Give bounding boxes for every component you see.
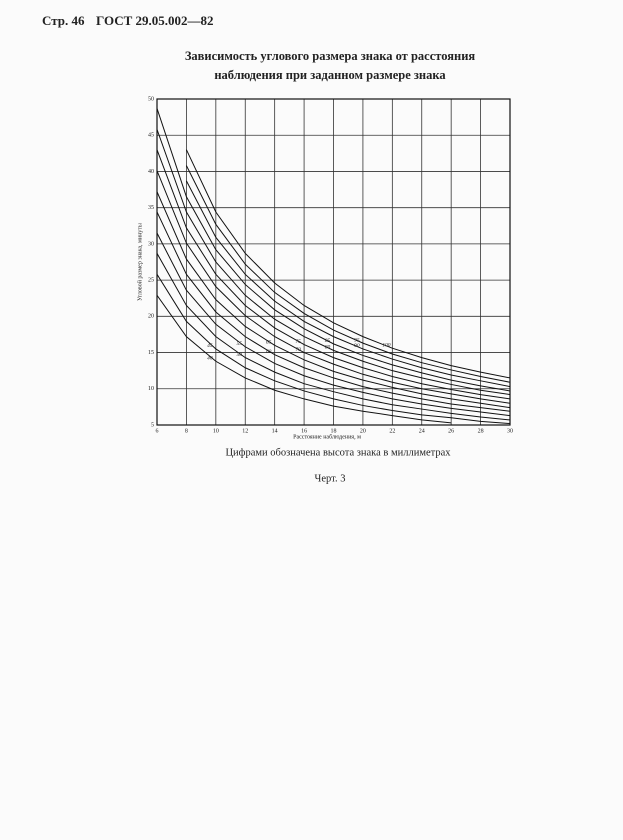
curve-label: 90 xyxy=(354,343,360,349)
y-tick-label: 10 xyxy=(148,386,154,392)
series-group xyxy=(157,108,510,425)
x-tick-label: 28 xyxy=(478,428,484,434)
x-tick-label: 12 xyxy=(242,428,248,434)
x-tick-label: 30 xyxy=(507,428,513,434)
curve-label: 40 xyxy=(207,355,213,362)
caption: Цифрами обозначена высота знака в миллим… xyxy=(225,447,451,458)
x-tick-label: 8 xyxy=(185,428,188,434)
x-tick-label: 22 xyxy=(389,428,395,434)
curve xyxy=(157,232,510,417)
curve-label: 85 xyxy=(325,338,331,344)
curve xyxy=(157,149,510,400)
curve xyxy=(185,180,510,388)
curve-label: 65 xyxy=(266,340,272,346)
plot-frame xyxy=(156,98,511,426)
y-tick-label: 45 xyxy=(148,133,154,139)
curve xyxy=(185,149,510,379)
y-tick-label: 20 xyxy=(148,314,154,320)
figure-label: Черт. 3 xyxy=(315,473,346,484)
curve-label: 80 xyxy=(325,345,331,351)
curve xyxy=(157,295,452,424)
y-tick-label: 30 xyxy=(148,241,154,247)
x-tick-label: 20 xyxy=(360,428,366,434)
curve xyxy=(157,108,510,392)
standard-id: ГОСТ 29.05.002—82 xyxy=(96,13,214,28)
x-tick-label: 18 xyxy=(331,428,337,434)
curve xyxy=(157,170,510,404)
x-tick-label: 10 xyxy=(213,428,219,434)
curve-label: 50 xyxy=(237,352,243,358)
x-tick-label: 14 xyxy=(272,428,278,434)
chart-title: Зависимость углового размера знака от ра… xyxy=(185,49,476,63)
curve xyxy=(185,165,510,383)
chart-title: наблюдения при заданном размере знака xyxy=(214,68,446,82)
curve xyxy=(157,129,510,396)
curve xyxy=(157,211,510,412)
curve xyxy=(157,253,510,421)
x-tick-label: 16 xyxy=(301,428,307,434)
page-number: Стр. 46 xyxy=(42,13,85,28)
curve-label: 95 xyxy=(354,337,360,343)
y-tick-label: 35 xyxy=(148,205,154,211)
curve-label: 45 xyxy=(207,342,213,349)
x-tick-label: 26 xyxy=(448,428,454,434)
y-tick-label: 15 xyxy=(148,350,154,356)
y-tick-label: 5 xyxy=(151,422,154,428)
curve-label: 55 xyxy=(237,341,243,347)
curve xyxy=(157,191,510,409)
x-tick-label: 24 xyxy=(419,428,425,434)
y-axis-label: Угловой размер знака, минуты xyxy=(136,223,143,301)
x-tick-label: 6 xyxy=(156,428,159,434)
curve xyxy=(157,274,510,425)
y-tick-label: 25 xyxy=(148,277,154,283)
curve-label: 60 xyxy=(266,349,272,355)
curve-label: 70 xyxy=(295,347,301,353)
x-axis-label: Расстояние наблюдения, м xyxy=(293,433,361,440)
y-tick-label: 50 xyxy=(148,96,154,102)
curve-label: 75 xyxy=(295,339,301,345)
curve-label: 100 xyxy=(382,342,391,348)
y-tick-label: 40 xyxy=(148,169,154,175)
